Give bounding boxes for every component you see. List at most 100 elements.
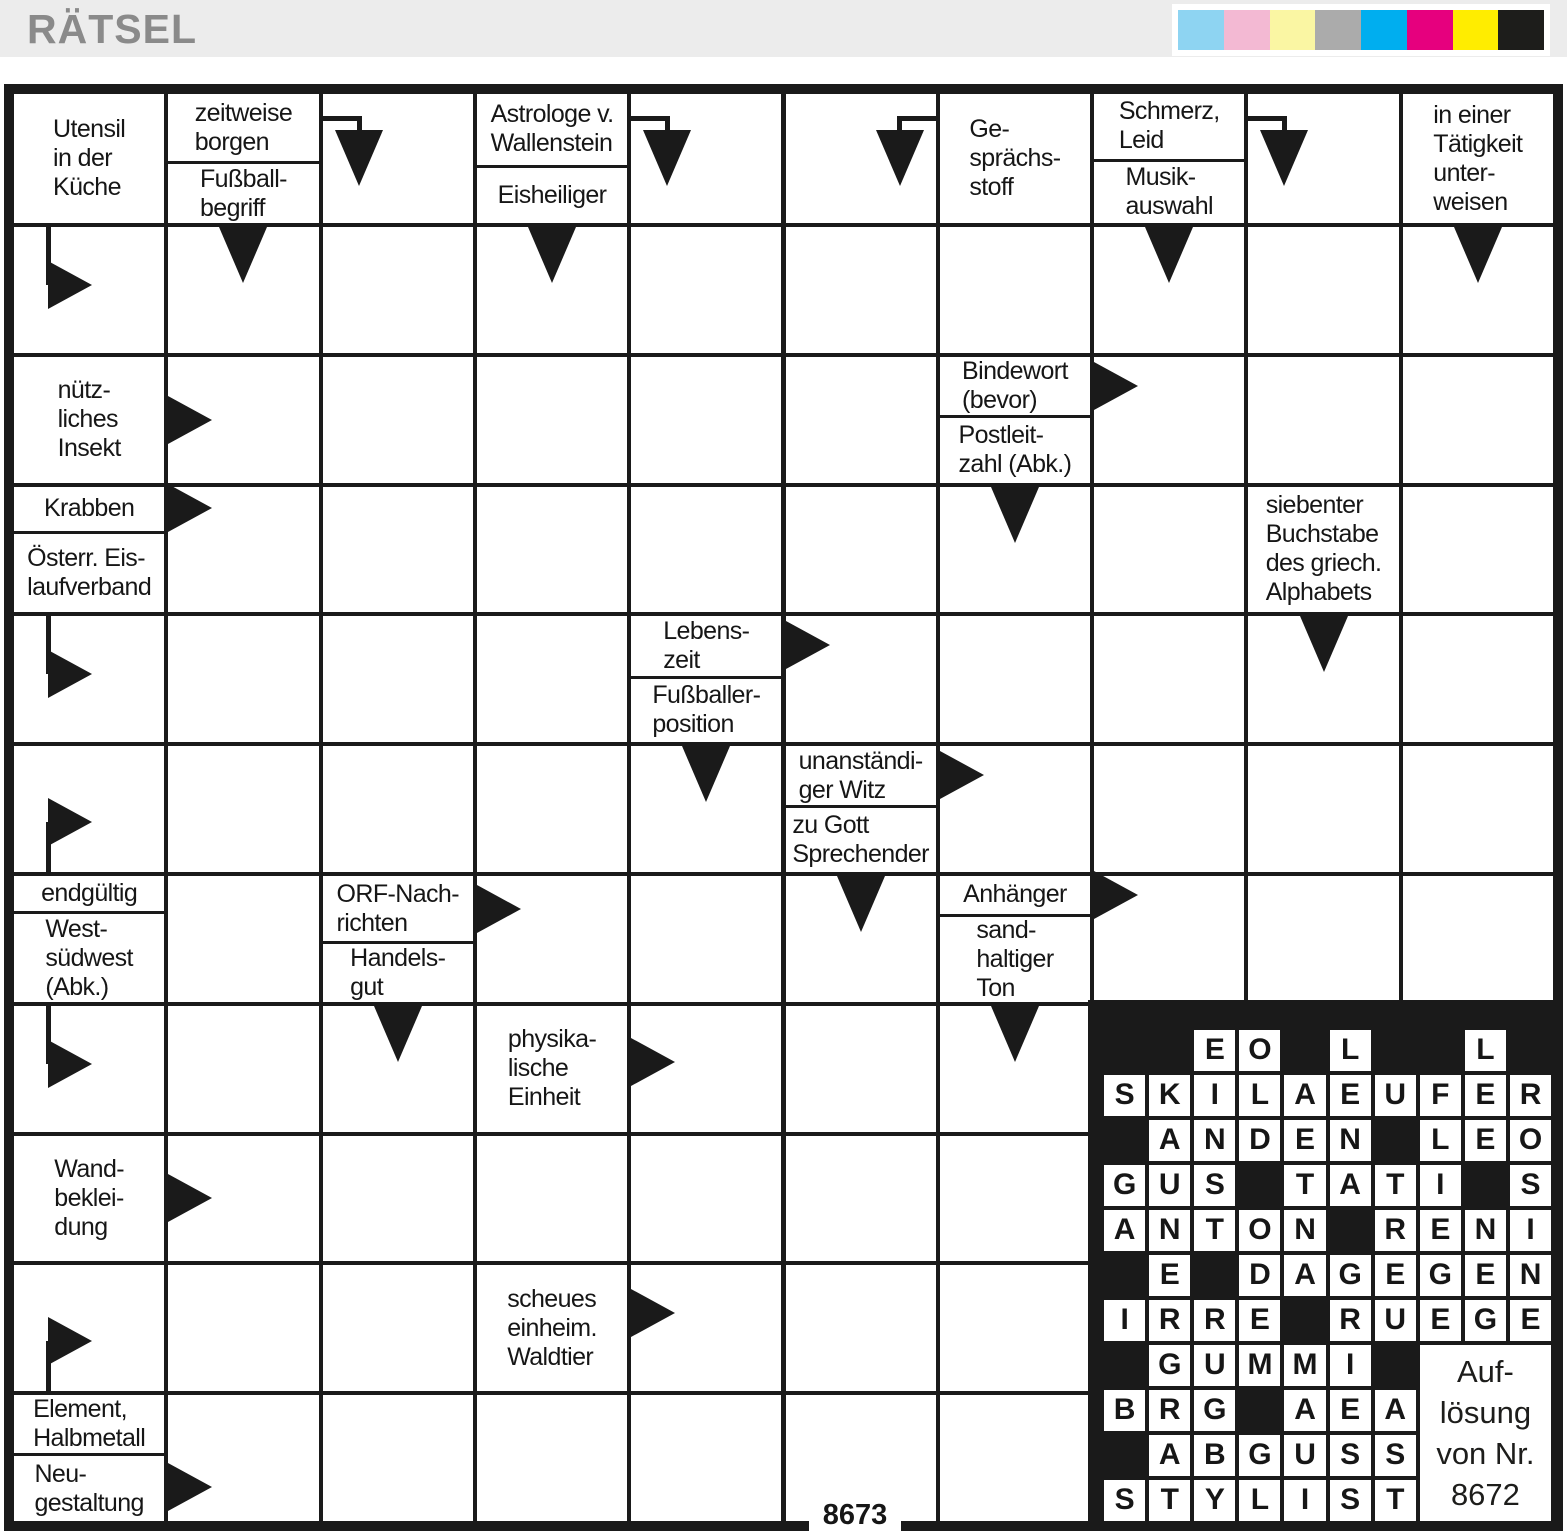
answer-cell[interactable]	[631, 227, 782, 353]
answer-cell[interactable]	[1402, 486, 1553, 613]
answer-cell[interactable]	[168, 1135, 319, 1262]
answer-cell[interactable]	[476, 486, 628, 613]
answer-cell[interactable]	[1248, 876, 1399, 1002]
answer-cell[interactable]	[1248, 616, 1399, 743]
answer-cell[interactable]	[168, 483, 319, 613]
arrow-down-icon	[990, 486, 1039, 543]
solution-letter-cell: A	[1284, 1074, 1326, 1116]
answer-cell[interactable]	[14, 1003, 165, 1132]
clue-text: Fußball- begriff	[200, 164, 287, 222]
answer-cell[interactable]	[322, 746, 473, 872]
answer-cell[interactable]	[322, 616, 473, 743]
answer-cell[interactable]	[322, 486, 473, 613]
solution-letter-cell: S	[1509, 1164, 1552, 1206]
answer-cell[interactable]	[785, 356, 936, 483]
answer-cell[interactable]	[1094, 746, 1245, 872]
answer-cell[interactable]	[168, 1395, 319, 1521]
solution-letter-cell: I	[1419, 1164, 1461, 1206]
answer-cell[interactable]	[320, 94, 473, 223]
answer-cell[interactable]	[168, 876, 319, 1002]
answer-cell[interactable]	[322, 1005, 473, 1132]
answer-cell[interactable]	[168, 227, 319, 353]
answer-cell[interactable]	[1094, 486, 1245, 613]
answer-cell[interactable]	[1246, 94, 1399, 223]
answer-cell[interactable]	[631, 356, 782, 483]
answer-cell[interactable]	[939, 1395, 1091, 1521]
answer-cell[interactable]	[322, 1395, 473, 1521]
answer-cell[interactable]	[1094, 227, 1245, 353]
answer-cell[interactable]	[939, 486, 1091, 613]
answer-cell[interactable]	[168, 1265, 319, 1392]
answer-cell[interactable]	[1248, 746, 1399, 872]
solution-letter-cell: B	[1104, 1389, 1146, 1431]
answer-cell[interactable]	[1402, 356, 1553, 483]
solution-letter-cell: Y	[1194, 1479, 1236, 1521]
answer-cell[interactable]	[168, 356, 319, 483]
answer-cell[interactable]	[1094, 870, 1245, 1002]
solution-letter-cell: R	[1329, 1299, 1371, 1341]
answer-cell[interactable]	[322, 1265, 473, 1392]
answer-cell[interactable]	[14, 1265, 165, 1394]
arrow-right-icon	[631, 1038, 676, 1087]
answer-cell[interactable]	[322, 1135, 473, 1262]
answer-cell[interactable]	[785, 227, 936, 353]
answer-cell[interactable]	[939, 1135, 1091, 1262]
answer-cell[interactable]	[168, 616, 319, 743]
answer-cell[interactable]	[1402, 227, 1553, 353]
answer-cell[interactable]	[785, 486, 936, 613]
answer-cell[interactable]	[631, 746, 782, 872]
answer-cell[interactable]	[631, 1135, 782, 1262]
answer-cell[interactable]	[631, 876, 782, 1002]
answer-cell[interactable]	[322, 356, 473, 483]
answer-cell[interactable]	[1402, 876, 1553, 1002]
answer-cell[interactable]	[476, 356, 628, 483]
arrow-down-icon	[1453, 227, 1502, 283]
answer-cell[interactable]	[322, 227, 473, 353]
answer-cell[interactable]	[168, 746, 319, 872]
clue-text: unanständi- ger Witz	[798, 746, 924, 804]
answer-cell[interactable]	[631, 486, 782, 613]
answer-cell[interactable]	[476, 1395, 628, 1521]
arrow-right-icon	[1094, 870, 1139, 919]
answer-cell[interactable]	[14, 225, 165, 353]
answer-cell[interactable]	[476, 616, 628, 743]
answer-cell[interactable]	[785, 94, 938, 223]
answer-cell[interactable]	[939, 746, 1091, 872]
clue-text: Neu- gestaltung	[34, 1459, 144, 1517]
answer-cell[interactable]	[785, 1135, 936, 1262]
answer-cell[interactable]	[476, 876, 628, 1002]
solution-letter-cell: B	[1194, 1434, 1236, 1476]
answer-cell[interactable]	[168, 1005, 319, 1132]
answer-cell[interactable]	[1402, 746, 1553, 872]
arrow-down-icon	[1299, 616, 1348, 673]
answer-cell[interactable]	[1248, 356, 1399, 483]
answer-cell[interactable]	[939, 1265, 1091, 1392]
answer-cell[interactable]	[14, 746, 165, 874]
answer-cell[interactable]	[631, 1005, 782, 1132]
answer-cell[interactable]	[476, 1135, 628, 1262]
answer-cell[interactable]	[631, 1395, 782, 1521]
answer-cell[interactable]	[785, 1265, 936, 1392]
answer-cell[interactable]	[939, 616, 1091, 743]
answer-cell[interactable]	[939, 227, 1091, 353]
answer-cell[interactable]	[476, 227, 628, 353]
answer-cell[interactable]	[631, 1265, 782, 1392]
clue-text-box: Wand- beklei- dung	[14, 1136, 164, 1262]
solution-letter-cell: T	[1149, 1479, 1191, 1521]
clue-text: zeitweise borgen	[194, 98, 293, 156]
answer-cell[interactable]	[785, 616, 936, 743]
clue-text: Postleit- zahl (Abk.)	[958, 421, 1072, 479]
solution-letter-cell: G	[1464, 1299, 1506, 1341]
answer-cell[interactable]	[1094, 616, 1245, 743]
answer-cell[interactable]	[1248, 227, 1399, 353]
answer-cell[interactable]	[785, 1005, 936, 1132]
answer-cell[interactable]	[476, 746, 628, 872]
answer-cell[interactable]	[785, 876, 936, 1002]
answer-cell[interactable]	[939, 1005, 1091, 1132]
answer-cell[interactable]	[629, 94, 782, 223]
answer-cell[interactable]	[1402, 616, 1553, 743]
answer-cell[interactable]	[14, 614, 165, 743]
arrow-down-icon	[1145, 227, 1194, 283]
answer-cell[interactable]	[1094, 356, 1245, 483]
clue-cell: scheues einheim. Waldtier	[476, 1265, 628, 1392]
